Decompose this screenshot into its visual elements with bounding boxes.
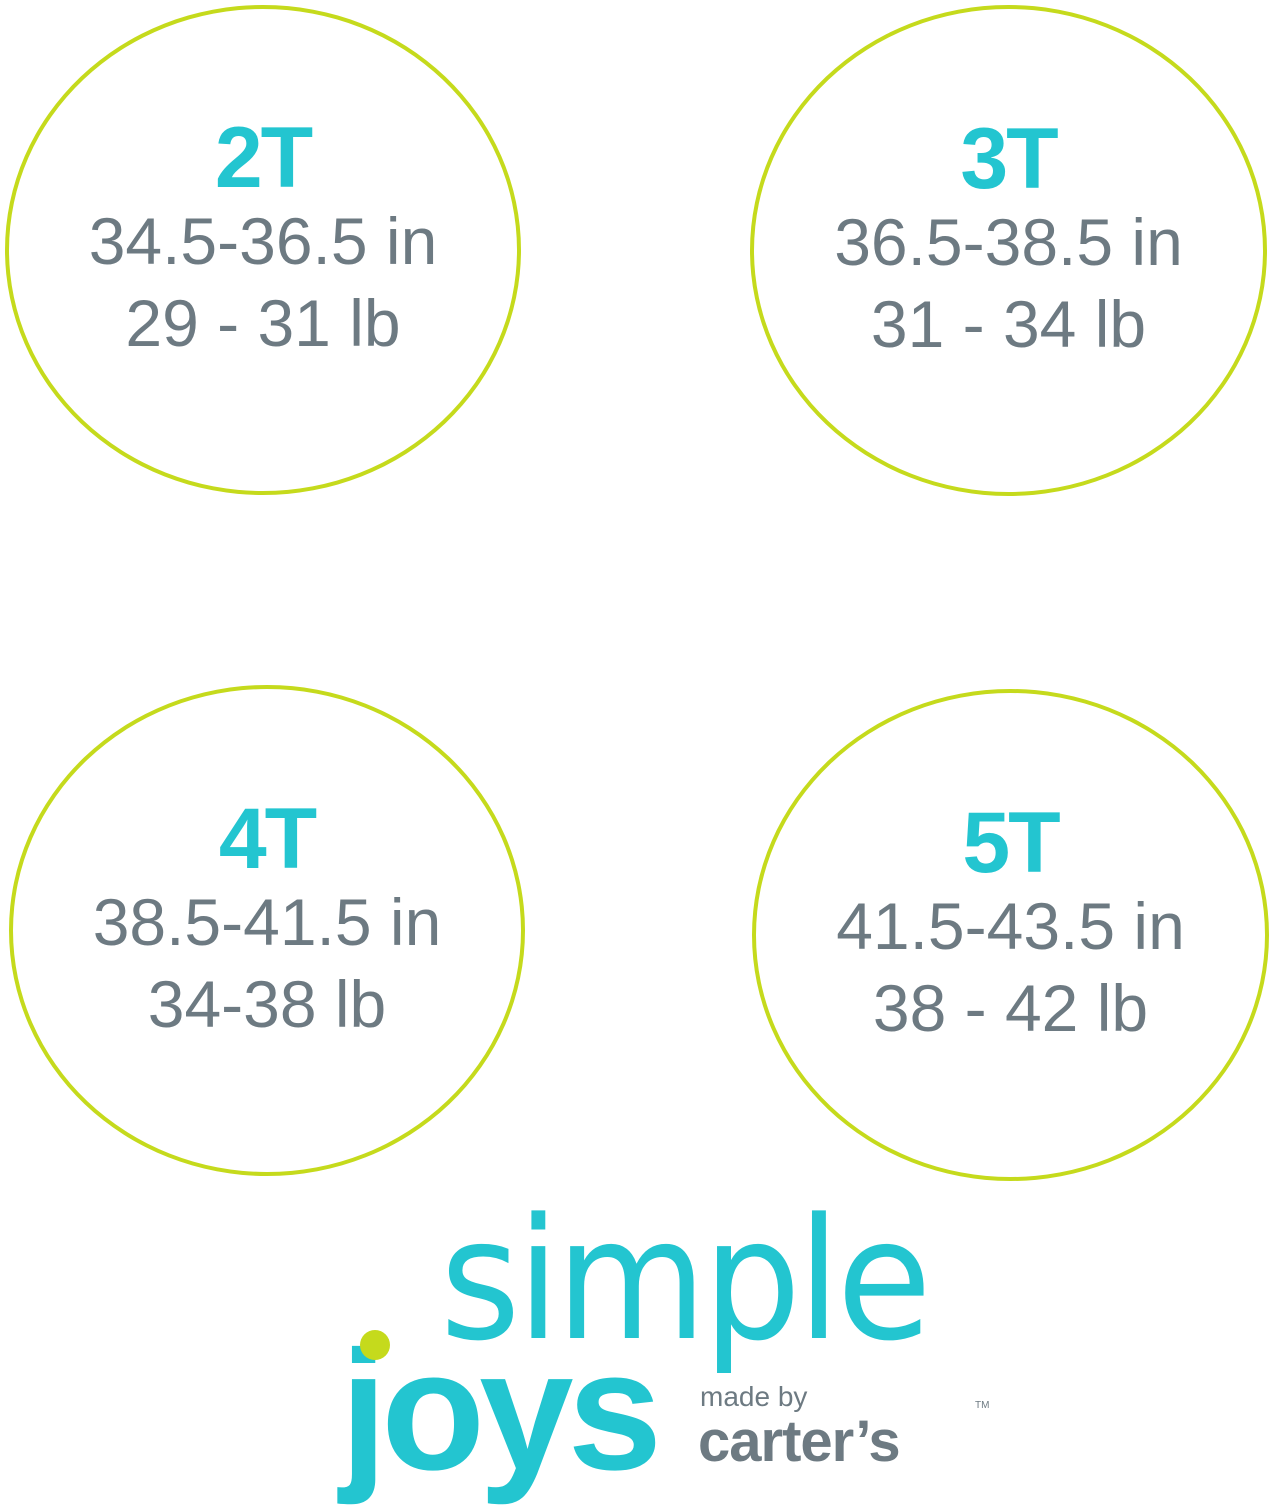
- height-range: 34.5-36.5 in: [88, 204, 438, 278]
- size-label: 5T: [962, 795, 1060, 891]
- size-circle-3t: 3T 36.5-38.5 in 31 - 34 lb: [750, 5, 1267, 496]
- logo-trademark: TM: [975, 1400, 990, 1411]
- size-circle-4t: 4T 38.5-41.5 in 34-38 lb: [9, 685, 525, 1176]
- size-label: 3T: [960, 110, 1058, 207]
- height-range: 36.5-38.5 in: [834, 204, 1183, 279]
- height-range: 41.5-43.5 in: [836, 889, 1185, 963]
- size-label: 4T: [218, 790, 317, 887]
- size-label: 2T: [214, 110, 313, 206]
- weight-range: 34-38 lb: [147, 966, 387, 1041]
- weight-range: 29 - 31 lb: [125, 286, 401, 360]
- logo-simple: simple: [440, 1182, 932, 1378]
- size-circle-5t: 5T 41.5-43.5 in 38 - 42 lb: [752, 689, 1269, 1181]
- size-circle-2t: 2T 34.5-36.5 in 29 - 31 lb: [5, 5, 521, 495]
- weight-range: 31 - 34 lb: [870, 286, 1147, 361]
- logo-made-by: made by: [700, 1381, 808, 1412]
- logo-carters: carter’s: [698, 1409, 901, 1474]
- logo-joys: joys: [340, 1316, 662, 1506]
- logo-dot-icon: [360, 1330, 390, 1360]
- weight-range: 38 - 42 lb: [872, 971, 1149, 1045]
- height-range: 38.5-41.5 in: [92, 884, 442, 959]
